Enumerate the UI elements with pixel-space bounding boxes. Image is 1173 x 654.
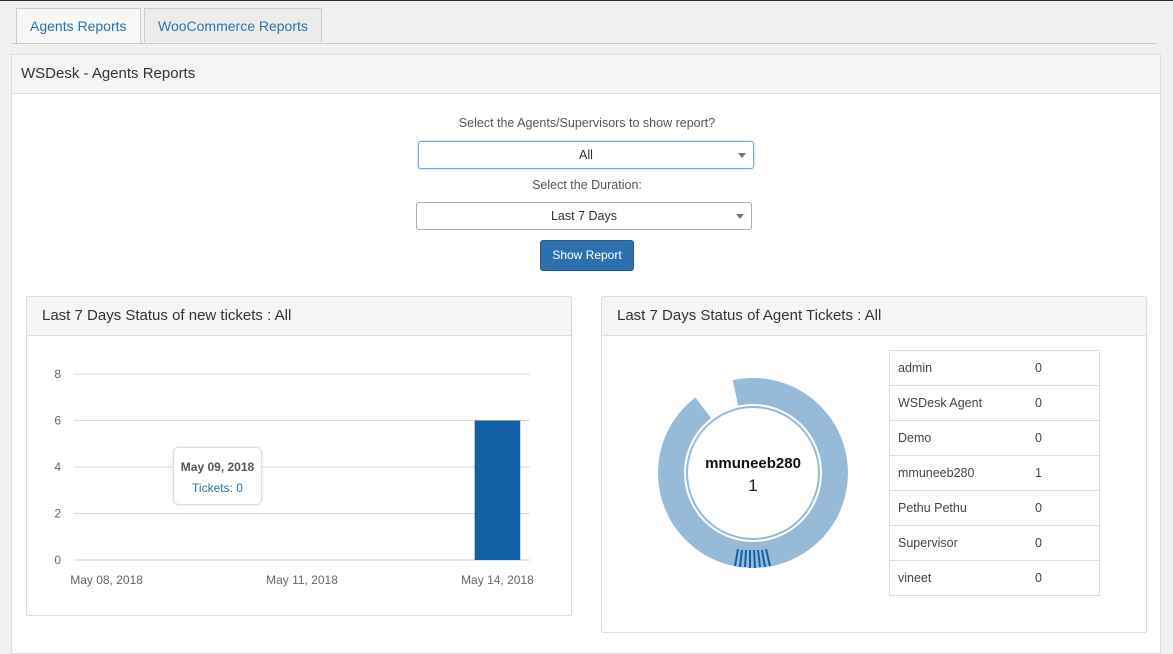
tab-woocommerce-reports[interactable]: WooCommerce Reports	[144, 8, 322, 42]
duration-select-label: Select the Duration:	[532, 178, 642, 192]
agent-name: Supervisor	[889, 525, 1035, 561]
table-row: mmuneeb280 1	[889, 455, 1100, 491]
donut-hatch	[734, 548, 771, 569]
x-tick-label: May 08, 2018	[70, 573, 143, 587]
table-row: vineet 0	[889, 560, 1100, 596]
table-row: Supervisor 0	[889, 525, 1100, 561]
chart-tooltip: May 09, 2018 Tickets: 0	[173, 447, 262, 505]
agent-name: Demo	[889, 420, 1035, 456]
agent-count: 0	[1035, 525, 1100, 561]
agents-select[interactable]: All	[418, 141, 754, 169]
new-tickets-card: Last 7 Days Status of new tickets : All …	[26, 296, 572, 616]
duration-select-value: Last 7 Days	[550, 209, 617, 223]
agent-count: 0	[1035, 361, 1042, 375]
agent-count: 0	[1035, 385, 1100, 421]
x-tick-label: May 11, 2018	[266, 573, 338, 587]
agent-name: vineet	[889, 560, 1035, 596]
y-tick-label: 6	[54, 414, 61, 428]
agents-select-value: All	[579, 148, 593, 162]
agent-name: admin	[898, 361, 933, 375]
agent-name: Pethu Pethu	[889, 490, 1035, 526]
table-row: WSDesk Agent 0	[889, 385, 1100, 421]
show-report-button[interactable]: Show Report	[540, 240, 634, 271]
report-tabs: Agents Reports WooCommerce Reports	[12, 8, 1157, 44]
agent-tickets-donut-chart: mmuneeb280 1	[658, 378, 848, 569]
duration-select[interactable]: Last 7 Days	[416, 202, 752, 230]
y-tick-label: 8	[54, 367, 61, 381]
agent-count: 0	[1035, 420, 1100, 456]
agent-count: 0	[1035, 560, 1100, 596]
tooltip-date: May 09, 2018	[180, 460, 255, 474]
y-tick-label: 0	[54, 553, 61, 567]
agent-tickets-title: Last 7 Days Status of Agent Tickets : Al…	[602, 297, 1146, 336]
y-tick-label: 2	[54, 507, 61, 521]
agent-name: WSDesk Agent	[889, 385, 1035, 421]
agents-select-label: Select the Agents/Supervisors to show re…	[458, 116, 716, 130]
donut-center-value: 1	[748, 476, 757, 495]
chevron-down-icon	[736, 214, 744, 219]
table-row: Demo 0	[889, 420, 1100, 456]
donut-inner	[686, 406, 820, 540]
x-tick-label: May 14, 2018	[461, 573, 534, 587]
donut-slice-mmuneeb280	[658, 378, 848, 568]
agent-tickets-card: Last 7 Days Status of Agent Tickets : Al…	[601, 296, 1147, 633]
table-row: Pethu Pethu 0	[889, 490, 1100, 526]
new-tickets-title: Last 7 Days Status of new tickets : All	[27, 297, 571, 336]
bar[interactable]	[474, 420, 521, 561]
tooltip-value: Tickets: 0	[192, 481, 243, 495]
y-tick-label: 4	[54, 460, 61, 474]
new-tickets-bar-chart: 0 2 4 6 8 May 08, 2018 May 11, 2018 May 14, 201…	[54, 367, 534, 587]
donut-center-name: mmuneeb280	[705, 455, 801, 472]
tab-agents-reports[interactable]: Agents Reports	[16, 8, 141, 43]
agent-tickets-table: admin 0 WSDesk Agent 0 Demo 0 mmuneeb280 1 P…	[889, 350, 1100, 596]
table-row: admin 0	[890, 351, 1100, 386]
panel-title: WSDesk - Agents Reports	[12, 55, 1160, 94]
agent-name: mmuneeb280	[889, 455, 1035, 491]
agents-reports-panel: WSDesk - Agents Reports Select the Agent…	[11, 54, 1161, 654]
agent-count: 0	[1035, 490, 1100, 526]
agent-count: 1	[1035, 455, 1100, 491]
chevron-down-icon	[738, 153, 746, 158]
